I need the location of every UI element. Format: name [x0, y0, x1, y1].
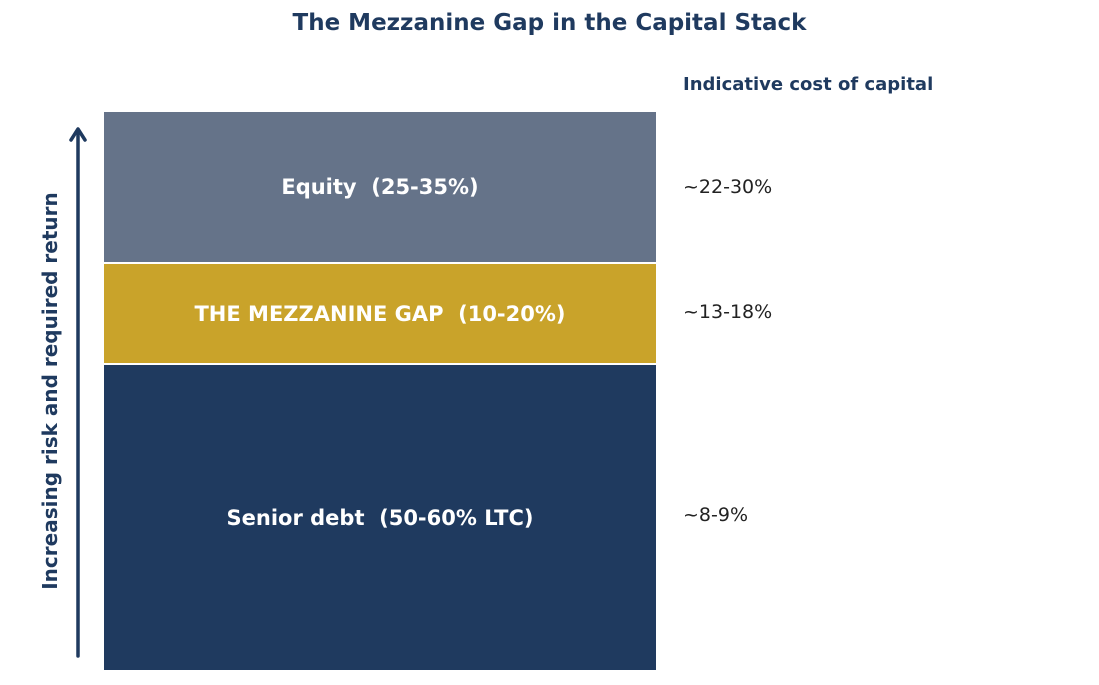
- cost-of-capital-header: Indicative cost of capital: [683, 74, 934, 95]
- up-arrow-icon: [69, 127, 87, 658]
- mezzanine-gap-layer: THE MEZZANINE GAP (10-20%): [104, 264, 656, 363]
- diagram-title: The Mezzanine Gap in the Capital Stack: [292, 10, 807, 36]
- risk-axis-label: Increasing risk and required return: [38, 192, 62, 590]
- senior-debt-layer: Senior debt (50-60% LTC): [104, 365, 656, 670]
- equity-cost: ~22-30%: [683, 176, 773, 198]
- equity-layer: Equity (25-35%): [104, 112, 656, 262]
- mezzanine-cost: ~13-18%: [683, 301, 773, 323]
- senior-debt-cost: ~8-9%: [683, 504, 749, 526]
- capital-stack: Equity (25-35%) THE MEZZANINE GAP (10-20…: [104, 112, 656, 670]
